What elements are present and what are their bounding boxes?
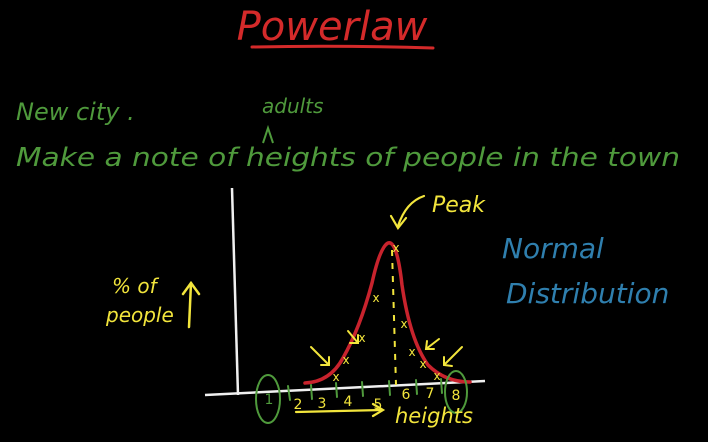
peak-label: Peak xyxy=(432,193,486,218)
x-tick-label: 7 xyxy=(426,386,435,402)
heights-direction-arrow xyxy=(294,402,386,418)
data-point-marker: x xyxy=(419,357,426,371)
data-point-marker: x xyxy=(400,317,407,331)
x-tick-label: 1 xyxy=(265,392,274,408)
ylabel-people: people xyxy=(105,303,174,327)
data-point-marker: x xyxy=(433,369,440,383)
ylabel-up-arrow xyxy=(181,280,201,329)
data-point-marker: x xyxy=(392,241,399,255)
x-tick-label: 4 xyxy=(344,394,353,410)
data-point-marker: x xyxy=(332,370,339,384)
arrow-left-upper xyxy=(347,330,359,344)
insert-caret xyxy=(262,124,274,144)
circle-around-1 xyxy=(255,374,281,424)
y-axis xyxy=(230,187,240,396)
data-point-marker: x xyxy=(372,291,379,305)
title-underline xyxy=(250,44,435,50)
x-tick-marks xyxy=(287,378,443,401)
curve-pointer-arrows xyxy=(310,330,463,367)
data-point-marker: x xyxy=(358,331,365,345)
ylabel-percent-of: % of xyxy=(112,274,160,298)
data-point-marker: x xyxy=(342,353,349,367)
x-tick-label: 2 xyxy=(294,397,303,413)
x-tick-label: 3 xyxy=(318,396,327,412)
distribution-label-line1: Normal xyxy=(502,232,604,265)
arrow-right-lower xyxy=(443,346,463,367)
line-new-city: New city . xyxy=(16,98,135,126)
circle-around-8 xyxy=(444,370,468,414)
insert-adults: adults xyxy=(262,94,323,118)
normal-distribution-curve xyxy=(303,241,472,385)
x-axis xyxy=(204,379,486,397)
distribution-label-line2: Distribution xyxy=(506,277,669,310)
arrow-left-lower xyxy=(310,346,330,366)
x-tick-label: 8 xyxy=(452,388,461,404)
xlabel-heights: heights xyxy=(395,404,473,428)
x-tick-labels: 1 2 3 4 5 6 7 8 xyxy=(265,386,461,413)
peak-dashed-line xyxy=(391,249,397,386)
line-make-note: Make a note of heights of people in the … xyxy=(16,143,680,173)
peak-arrow xyxy=(389,194,426,230)
title: Powerlaw xyxy=(237,4,428,50)
x-tick-label: 6 xyxy=(402,387,411,403)
x-tick-label: 5 xyxy=(374,397,383,413)
data-point-markers: x x x x x x x x x xyxy=(332,241,440,384)
arrow-right-upper xyxy=(424,338,440,350)
data-point-marker: x xyxy=(408,345,415,359)
